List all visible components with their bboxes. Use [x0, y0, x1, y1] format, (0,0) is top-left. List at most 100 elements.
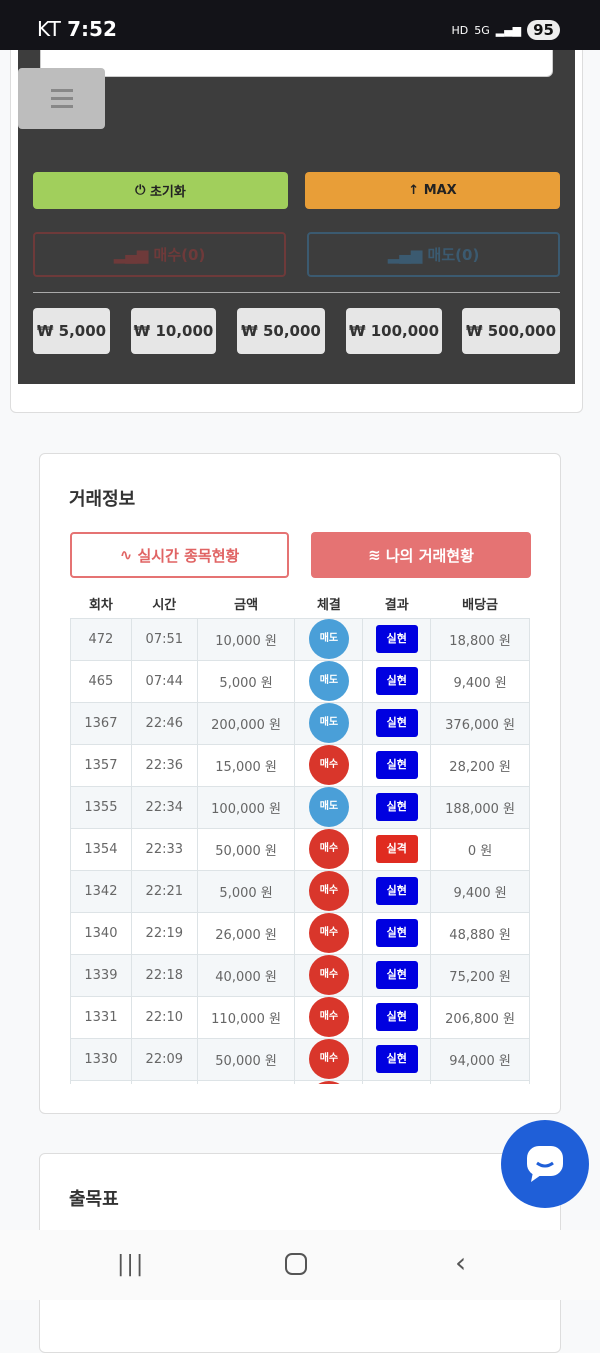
time-cell: 07:44 [130, 659, 198, 703]
amount-button-10000[interactable]: ₩ 10,000 [131, 308, 216, 354]
trade-type-badge: 매수 [308, 829, 349, 869]
reset-button[interactable]: ⏻ 초기화 [33, 172, 288, 209]
time-cell: 22:10 [130, 995, 198, 1039]
type-cell: 매수 [294, 743, 364, 787]
waves-icon: ≋ [368, 546, 386, 564]
result-badge: 실현 [375, 625, 418, 653]
battery-icon: 95 [527, 20, 560, 40]
type-cell: 매도 [294, 659, 364, 703]
max-button[interactable]: ↑ MAX [305, 172, 560, 209]
trade-type-badge: 매도 [308, 619, 349, 659]
clock: 7:52 [67, 17, 117, 41]
home-icon[interactable] [285, 1253, 307, 1275]
round-cell: 1367 [70, 701, 132, 745]
amount-button-100000[interactable]: ₩ 100,000 [346, 308, 442, 354]
carrier-time: KT 7:52 [37, 17, 117, 41]
menu-icon [50, 89, 73, 92]
result-cell: 실격 [362, 827, 432, 871]
payout-cell: 376,000 원 [430, 701, 530, 745]
result-cell: 실현 [362, 869, 432, 913]
table-row: 1331 22:10 110,000 원 매수 실현 206,800 원 [70, 995, 530, 1039]
trade-info-title: 거래정보 [69, 489, 136, 510]
round-cell: 465 [70, 659, 132, 703]
result-badge: 실현 [375, 1003, 418, 1031]
type-cell: 매수 [294, 869, 364, 913]
column-header: 체결 [294, 590, 363, 618]
amount-cell: 5,000 원 [196, 869, 296, 913]
result-cell: 실현 [362, 911, 432, 955]
tab-realtime[interactable]: ∿ 실시간 종목현황 [70, 532, 289, 578]
type-cell: 매수 [294, 1037, 364, 1081]
table-row: 1355 22:34 100,000 원 매도 실현 188,000 원 [70, 785, 530, 829]
result-cell: 실현 [362, 995, 432, 1039]
chat-button[interactable] [501, 1120, 589, 1208]
table-row: 1330 22:09 50,000 원 매수 실현 94,000 원 [70, 1037, 530, 1081]
result-cell: 실현 [362, 743, 432, 787]
time-cell: 22:09 [130, 1037, 198, 1081]
amount-button-5000[interactable]: ₩ 5,000 [33, 308, 110, 354]
divider [33, 292, 560, 293]
sell-button[interactable]: ▂▄▆ 매도(0) [307, 232, 560, 277]
round-cell: 1340 [70, 911, 132, 955]
trade-type-badge: 매도 [308, 703, 349, 743]
table-row: 1367 22:46 200,000 원 매도 실현 376,000 원 [70, 701, 530, 745]
chart-section-title: 출목표 [69, 1189, 119, 1210]
menu-button[interactable] [18, 68, 105, 129]
signal-bars-icon: ▂▄▆ [387, 245, 428, 264]
tab-realtime-label: 실시간 종목현황 [137, 546, 240, 565]
amount-cell: 200,000 원 [196, 701, 296, 745]
table-row-partial [70, 1079, 530, 1084]
round-cell: 472 [70, 617, 132, 661]
amount-button-500000[interactable]: ₩ 500,000 [462, 308, 560, 354]
amount-cell: 110,000 원 [196, 995, 296, 1039]
amount-button-50000[interactable]: ₩ 50,000 [237, 308, 325, 354]
payout-cell: 9,400 원 [430, 659, 530, 703]
result-cell: 실현 [362, 1037, 432, 1081]
time-cell: 22:33 [130, 827, 198, 871]
result-badge: 실현 [375, 751, 418, 779]
round-cell: 1355 [70, 785, 132, 829]
recent-apps-icon[interactable]: ||| [117, 1252, 146, 1277]
payout-cell: 94,000 원 [430, 1037, 530, 1081]
trade-type-badge: 매수 [308, 955, 349, 995]
column-header: 금액 [197, 590, 295, 618]
payout-cell: 28,200 원 [430, 743, 530, 787]
table-row: 1354 22:33 50,000 원 매수 실격 0 원 [70, 827, 530, 871]
payout-cell: 0 원 [430, 827, 530, 871]
amount-cell: 50,000 원 [196, 1037, 296, 1081]
trade-type-badge: 매수 [308, 745, 349, 785]
payout-cell: 206,800 원 [430, 995, 530, 1039]
trade-type-badge: 매수 [308, 871, 349, 911]
status-bar: KT 7:52 HD 5G ▂▄▆ 95 [0, 0, 600, 50]
result-cell: 실현 [362, 701, 432, 745]
buy-button[interactable]: ▂▄▆ 매수(0) [33, 232, 286, 277]
trade-type-badge: 매도 [308, 661, 349, 701]
result-cell: 실현 [362, 785, 432, 829]
back-icon[interactable]: ‹ [455, 1246, 467, 1279]
column-header: 시간 [131, 590, 198, 618]
amount-cell: 15,000 원 [196, 743, 296, 787]
network-icon: 5G [474, 23, 490, 37]
result-badge: 실현 [375, 1045, 418, 1073]
round-cell: 1330 [70, 1037, 132, 1081]
status-icons: HD 5G ▂▄▆ 95 [451, 20, 560, 40]
type-cell: 매수 [294, 995, 364, 1039]
result-badge: 실현 [375, 709, 418, 737]
payout-cell: 75,200 원 [430, 953, 530, 997]
result-cell: 실현 [362, 617, 432, 661]
type-cell: 매수 [294, 911, 364, 955]
amount-cell: 10,000 원 [196, 617, 296, 661]
max-label: MAX [423, 183, 457, 198]
table-row: 465 07:44 5,000 원 매도 실현 9,400 원 [70, 659, 530, 703]
tab-my-trades[interactable]: ≋ 나의 거래현황 [311, 532, 531, 578]
amount-cell: 26,000 원 [196, 911, 296, 955]
buy-label: 매수(0) [153, 246, 206, 264]
amount-cell: 50,000 원 [196, 827, 296, 871]
trade-type-badge [308, 1080, 349, 1084]
time-cell: 22:21 [130, 869, 198, 913]
payout-cell: 9,400 원 [430, 869, 530, 913]
amount-cell: 5,000 원 [196, 659, 296, 703]
round-cell: 1354 [70, 827, 132, 871]
trade-table[interactable]: 회차 시간 금액 체결 결과 배당금 472 07:51 10,000 원 매도 실현 1… [70, 590, 530, 1084]
result-badge: 실현 [375, 877, 418, 905]
